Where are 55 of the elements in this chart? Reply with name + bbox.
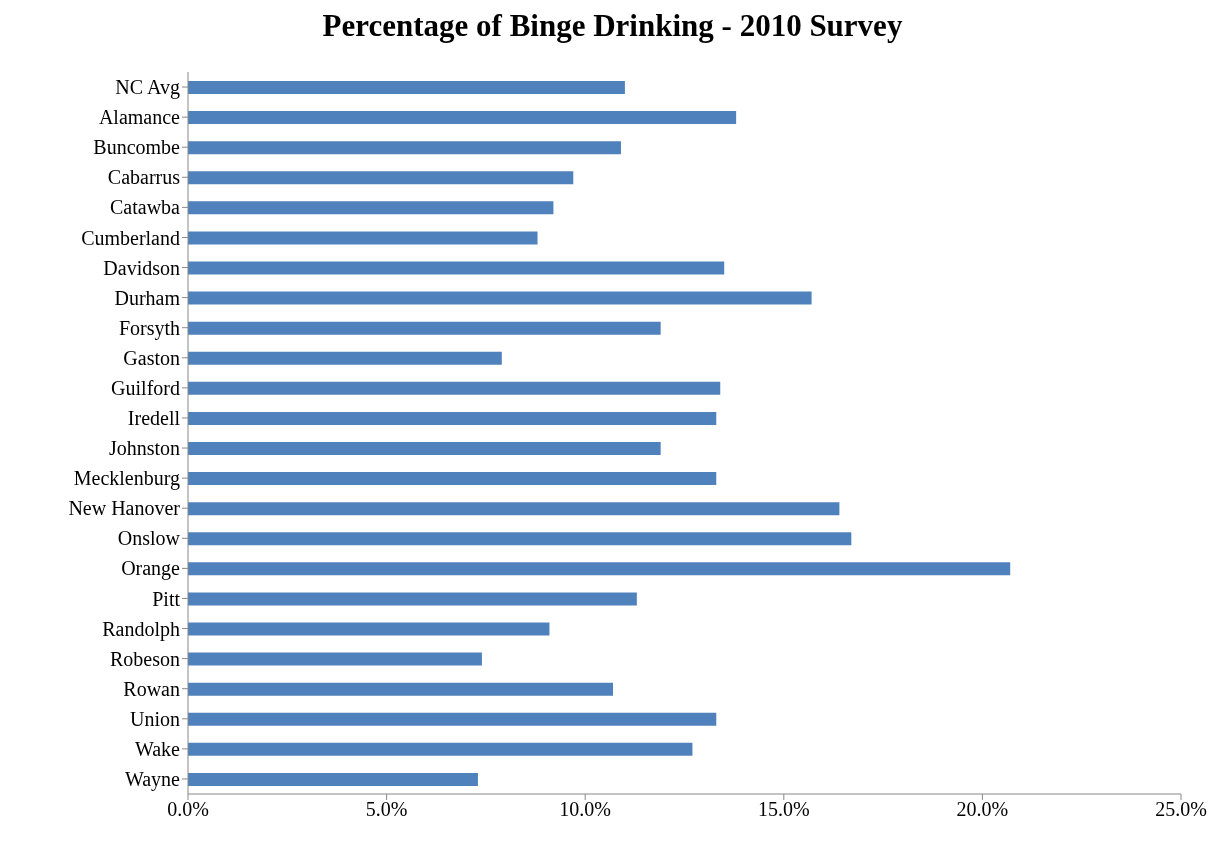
y-tick-label: Johnston [108, 437, 180, 460]
x-tick-label: 25.0% [1155, 798, 1207, 821]
x-tick-label: 20.0% [956, 798, 1009, 821]
y-tick-label: Union [130, 707, 180, 730]
bar [188, 472, 717, 486]
bar [188, 712, 717, 726]
y-tick-label: Guilford [111, 376, 180, 399]
y-tick-label: New Hanover [68, 497, 181, 520]
y-tick-label: Iredell [127, 407, 181, 430]
y-tick-label: Wake [134, 737, 181, 760]
y-tick-label: Onslow [117, 527, 181, 550]
y-tick-label: Catawba [110, 196, 181, 219]
bar [188, 261, 725, 275]
bar [188, 231, 538, 245]
y-tick-label: Pitt [152, 587, 181, 610]
y-tick-label: Davidson [103, 256, 180, 279]
bar [188, 351, 502, 365]
bar [188, 502, 840, 516]
bar [188, 682, 613, 696]
bar [188, 652, 482, 666]
y-tick-label: Orange [121, 557, 181, 581]
bar [188, 111, 737, 125]
y-tick-label: Forsyth [118, 316, 180, 340]
y-tick-label: Cabarrus [107, 166, 181, 189]
bar [188, 562, 1011, 576]
bar [188, 291, 812, 305]
bar [188, 742, 693, 756]
bar [188, 592, 637, 606]
bar [188, 81, 625, 94]
bar [188, 442, 661, 455]
bar [188, 171, 574, 185]
bar [188, 381, 721, 395]
x-tick-label: 5.0% [365, 798, 408, 821]
y-tick-label: Alamance [98, 106, 181, 129]
y-tick-label: Durham [114, 286, 181, 309]
bar [188, 201, 554, 215]
y-tick-label: Mecklenburg [73, 467, 180, 491]
x-tick-label: 0.0% [167, 798, 209, 821]
y-tick-label: Buncombe [93, 136, 181, 159]
bar [188, 622, 550, 636]
bar [188, 772, 478, 786]
bar [188, 321, 661, 335]
y-tick-label: Randolph [102, 617, 180, 641]
y-tick-label: Cumberland [81, 226, 180, 249]
bar [188, 141, 621, 155]
bar [188, 411, 717, 425]
y-tick-label: NC Avg [115, 76, 180, 100]
chart-title: Percentage of Binge Drinking - 2010 Survey [321, 8, 904, 45]
y-tick-label: Rowan [123, 677, 180, 700]
bar [188, 532, 852, 546]
y-tick-label: Gaston [123, 346, 180, 369]
y-tick-label: Robeson [110, 647, 180, 670]
x-tick-label: 15.0% [757, 798, 810, 821]
y-tick-label: Wayne [124, 768, 181, 792]
x-tick-label: 10.0% [559, 798, 612, 821]
